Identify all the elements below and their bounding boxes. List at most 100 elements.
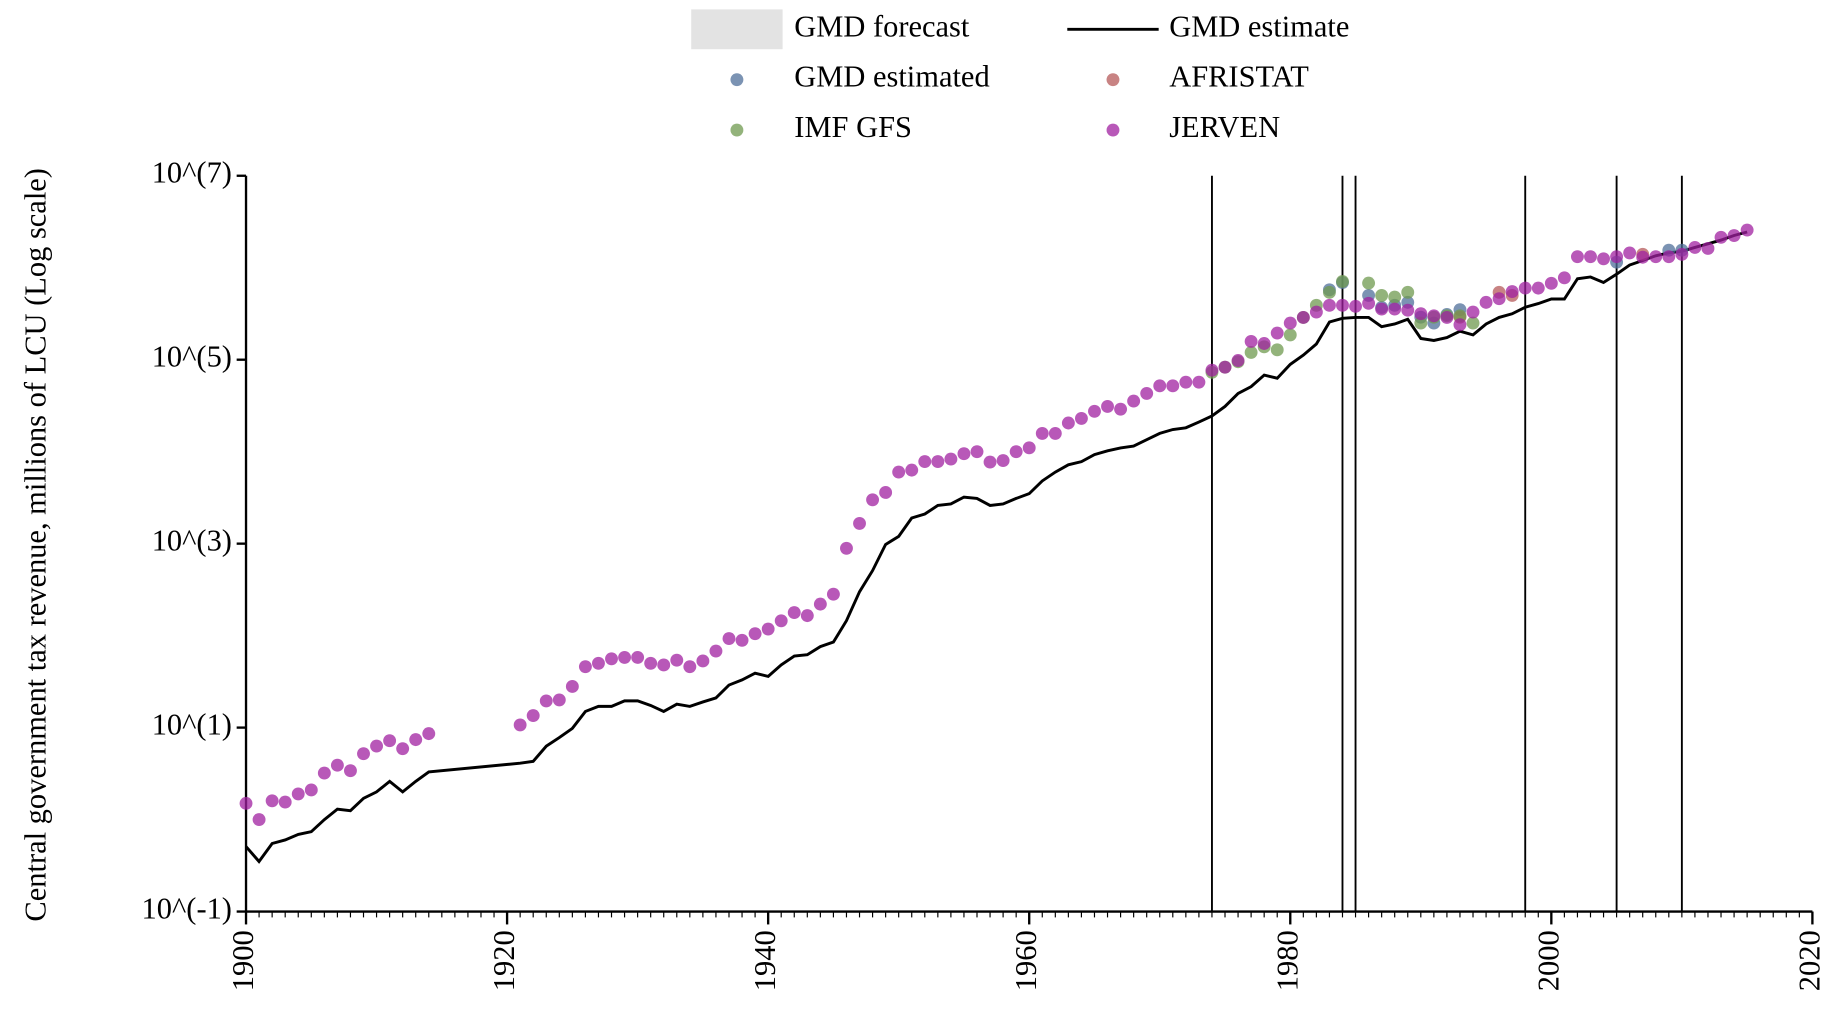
legend-label: AFRISTAT [1169, 60, 1309, 94]
data-point [1362, 296, 1376, 310]
data-point [813, 597, 827, 611]
data-point [983, 455, 997, 469]
x-tick-label: 1980 [1270, 930, 1304, 991]
y-axis-title: Central government tax revenue, millions… [19, 168, 53, 922]
legend-swatch [1106, 123, 1120, 137]
data-point [1192, 375, 1206, 389]
data-point [1074, 411, 1088, 425]
y-tick-label: 10^(-1) [142, 892, 232, 926]
data-point [1675, 247, 1689, 261]
data-point [1061, 416, 1075, 430]
data-point [774, 614, 788, 628]
data-point [722, 632, 736, 645]
data-point [265, 794, 279, 808]
data-point [683, 660, 697, 674]
data-point [1610, 250, 1624, 264]
legend-swatch [1106, 73, 1120, 87]
data-point [748, 627, 762, 641]
data-point [1401, 285, 1415, 299]
data-point [1623, 246, 1637, 260]
data-point [330, 758, 344, 772]
data-point [735, 633, 749, 647]
legend-label: GMD forecast [794, 9, 970, 43]
data-point [1662, 250, 1676, 264]
data-point [252, 813, 266, 827]
data-point [578, 660, 592, 674]
data-point [1740, 223, 1754, 237]
data-point [787, 606, 801, 620]
data-point [840, 541, 853, 555]
data-point [1401, 303, 1415, 317]
data-point [1336, 298, 1349, 312]
data-point [1322, 285, 1336, 299]
data-point [618, 650, 632, 664]
data-point [1179, 375, 1193, 389]
data-point [539, 694, 553, 708]
data-point [970, 445, 984, 459]
data-point [1022, 441, 1036, 455]
data-point [1322, 298, 1336, 312]
data-point [1244, 345, 1258, 359]
data-point [1688, 241, 1702, 254]
data-point [605, 652, 618, 666]
data-point [1531, 281, 1545, 295]
data-point [1479, 295, 1493, 309]
data-point [1270, 343, 1284, 357]
data-point [409, 733, 423, 747]
data-point [1636, 250, 1650, 264]
data-point [1414, 316, 1428, 330]
data-point [879, 486, 893, 499]
x-tick-label: 2000 [1531, 930, 1565, 991]
data-point [1257, 337, 1271, 350]
legend-label: GMD estimate [1169, 9, 1349, 43]
data-point [1427, 309, 1441, 323]
data-point [1088, 404, 1101, 418]
data-point [644, 656, 658, 670]
data-point [1466, 316, 1480, 330]
data-point [696, 654, 710, 668]
data-point [866, 493, 880, 507]
data-point [931, 455, 945, 469]
y-tick-label: 10^(5) [152, 340, 232, 374]
data-point [1453, 318, 1467, 332]
data-point [1336, 274, 1349, 288]
data-point [1714, 230, 1728, 244]
data-point [1127, 394, 1141, 408]
data-point [278, 795, 292, 809]
data-point [944, 452, 958, 466]
data-point [800, 609, 814, 623]
data-point [1270, 326, 1284, 340]
data-point [317, 766, 331, 780]
data-point [239, 796, 253, 810]
data-point [304, 783, 318, 797]
legend-label: JERVEN [1169, 110, 1280, 144]
x-tick-label: 1940 [748, 930, 782, 991]
data-point [892, 465, 906, 479]
data-point [1518, 281, 1532, 295]
x-tick-label: 2020 [1792, 930, 1826, 991]
y-tick-label: 10^(3) [152, 524, 232, 558]
x-tick-label: 1900 [226, 930, 260, 991]
data-point [1453, 309, 1467, 323]
data-point [918, 455, 932, 469]
x-tick-label: 1920 [487, 930, 521, 991]
data-point [1375, 288, 1389, 302]
data-point [905, 463, 919, 477]
legend-label: IMF GFS [794, 110, 912, 144]
data-point [1205, 363, 1219, 377]
data-point [1544, 276, 1558, 290]
data-point [1349, 299, 1362, 313]
data-point [383, 734, 397, 748]
data-point [396, 742, 410, 756]
data-point [1296, 311, 1310, 324]
data-point [344, 764, 357, 778]
data-point [1035, 426, 1049, 440]
data-point [1727, 229, 1741, 242]
data-point [1492, 292, 1506, 306]
legend-swatch [730, 73, 744, 87]
y-tick-label: 10^(7) [152, 156, 232, 190]
data-point [370, 739, 384, 753]
data-point [709, 644, 723, 658]
data-point [1375, 302, 1389, 316]
